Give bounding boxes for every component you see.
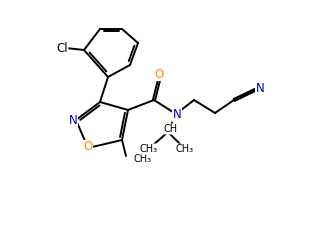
Text: N: N xyxy=(69,114,78,126)
Text: O: O xyxy=(154,67,164,81)
Text: CH₃: CH₃ xyxy=(176,144,194,154)
Text: O: O xyxy=(83,141,93,153)
Text: N: N xyxy=(256,82,264,96)
Text: N: N xyxy=(173,109,181,121)
Text: CH: CH xyxy=(164,124,178,134)
Text: CH₃: CH₃ xyxy=(140,144,158,154)
Text: Cl: Cl xyxy=(56,42,68,54)
Text: CH₃: CH₃ xyxy=(134,154,152,164)
